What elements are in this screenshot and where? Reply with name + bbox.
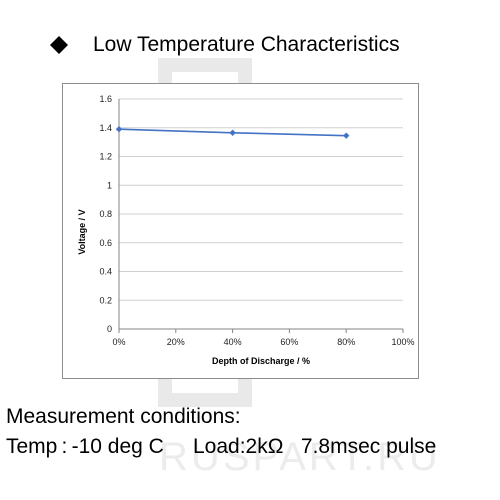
page-title: Low Temperature Characteristics	[93, 33, 400, 56]
data-point	[343, 132, 350, 139]
page-heading: Low Temperature Characteristics	[48, 30, 400, 60]
x-tick-label: 80%	[337, 337, 355, 347]
line-chart: 0 0.2 0.4 0.6 0.8 1 1.2 1.4 1.6 0% 20% 40% 60% 80% 10…	[77, 94, 415, 366]
data-point	[229, 129, 236, 136]
y-tick-label: 1	[107, 180, 112, 190]
x-tick-label: 0%	[112, 337, 125, 347]
diamond-bullet-icon	[50, 36, 68, 54]
x-tick-label: 40%	[224, 337, 242, 347]
y-tick-label: 1.6	[99, 94, 112, 104]
conditions-details: Temp : -10 deg C Load:2kΩ 7.8msec pulse	[6, 435, 437, 458]
x-tick-labels: 0% 20% 40% 60% 80% 100%	[112, 337, 414, 347]
y-tick-label: 0.8	[99, 209, 112, 219]
conditions-heading: Measurement conditions:	[6, 405, 241, 428]
y-tick-label: 0.2	[99, 295, 112, 305]
y-tick-label: 1.2	[99, 152, 112, 162]
gridlines	[118, 98, 404, 333]
y-axis-label: Voltage / V	[77, 209, 87, 254]
y-tick-label: 0.4	[99, 267, 112, 277]
measurement-conditions: Measurement conditions: Temp : -10 deg C…	[6, 402, 436, 462]
watermark-text: RUSPART.RU	[159, 435, 441, 479]
chart-frame: 0 0.2 0.4 0.6 0.8 1 1.2 1.4 1.6 0% 20% 40% 60% 80% 10…	[62, 83, 419, 379]
y-tick-labels: 0 0.2 0.4 0.6 0.8 1 1.2 1.4 1.6	[99, 94, 112, 334]
y-tick-label: 1.4	[99, 123, 112, 133]
x-axis-label: Depth of Discharge / %	[212, 356, 310, 366]
y-tick-label: 0	[107, 324, 112, 334]
data-point	[115, 125, 123, 133]
x-tick-label: 100%	[391, 337, 414, 347]
x-tick-label: 20%	[167, 337, 185, 347]
x-tick-label: 60%	[280, 337, 298, 347]
y-tick-label: 0.6	[99, 238, 112, 248]
